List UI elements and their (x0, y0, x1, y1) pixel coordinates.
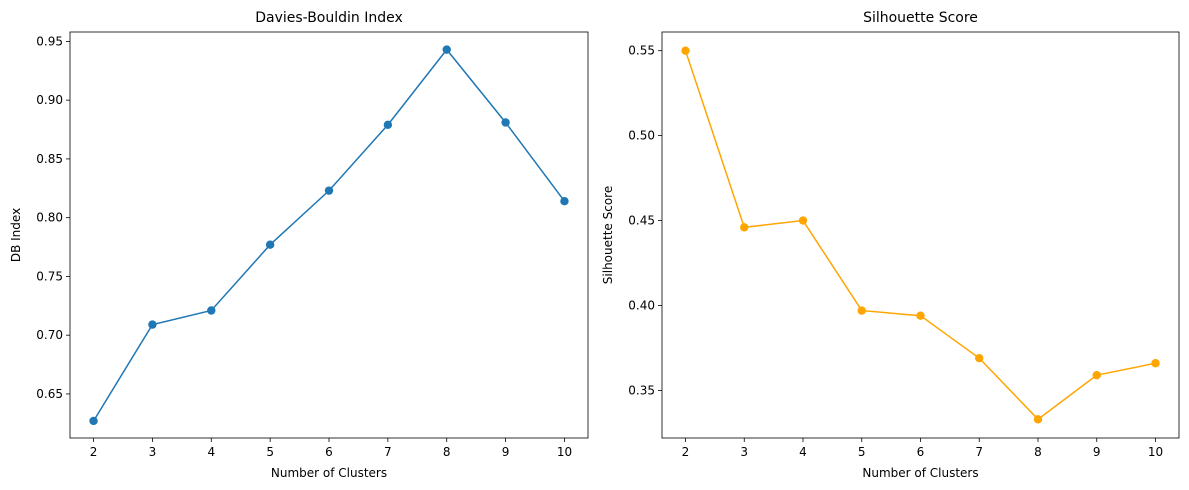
davies-bouldin-x-tick-label: 5 (266, 445, 274, 459)
silhouette-x-tick-label: 10 (1148, 445, 1163, 459)
silhouette-y-axis-label: Silhouette Score (601, 186, 615, 284)
davies-bouldin-data-point (501, 118, 510, 127)
davies-bouldin-y-tick-label: 0.95 (36, 34, 63, 48)
silhouette-x-tick-label: 3 (740, 445, 748, 459)
silhouette-chart-title: Silhouette Score (863, 10, 978, 26)
davies-bouldin-y-tick-label: 0.65 (36, 387, 63, 401)
davies-bouldin-data-point (442, 45, 451, 54)
davies-bouldin-y-tick-label: 0.75 (36, 269, 63, 283)
davies-bouldin-x-tick-label: 7 (384, 445, 392, 459)
silhouette-x-axis-label: Number of Clusters (862, 466, 978, 480)
davies-bouldin-data-point (89, 416, 98, 426)
davies-bouldin-y-tick-label: 0.80 (36, 211, 63, 225)
davies-bouldin-plot-frame (69, 31, 589, 439)
davies-bouldin-x-axis-label: Number of Clusters (271, 466, 387, 480)
davies-bouldin-x-tick-label: 6 (325, 445, 333, 459)
silhouette-data-point (1092, 370, 1101, 380)
silhouette-plot-frame (661, 31, 1180, 439)
silhouette-data-point (857, 306, 866, 315)
silhouette-x-tick-label: 4 (799, 445, 807, 459)
silhouette-y-tick-label: 0.45 (628, 214, 655, 228)
silhouette-x-tick-label: 9 (1093, 445, 1101, 459)
davies-bouldin-data-point (324, 186, 334, 195)
silhouette-data-point (916, 311, 925, 320)
silhouette-x-tick-label: 2 (682, 445, 690, 459)
chart-panel-silhouette: 2 3 4 5 6 7 8 9 10 0.35 0.40 0.45 0.50 0.55 Silhouette… (601, 10, 1180, 480)
davies-bouldin-data-point (207, 306, 216, 315)
silhouette-x-tick-label: 8 (1034, 445, 1042, 459)
silhouette-data-point (975, 353, 984, 363)
silhouette-data-point (1033, 415, 1043, 424)
silhouette-x-tick-label: 6 (917, 445, 925, 459)
davies-bouldin-x-tick-label: 10 (557, 445, 572, 459)
silhouette-data-point (740, 223, 749, 232)
silhouette-y-tick-label: 0.40 (628, 298, 655, 312)
davies-bouldin-x-tick-label: 4 (207, 445, 215, 459)
silhouette-data-point (798, 216, 808, 225)
silhouette-x-tick-label: 5 (858, 445, 866, 459)
davies-bouldin-data-point (148, 320, 157, 329)
silhouette-y-tick-label: 0.35 (628, 383, 655, 397)
chart-panel-davies-bouldin: 2 3 4 5 6 7 8 9 10 0.65 0.70 0.75 0.80 0.85 0.90 0.95 Da… (9, 10, 589, 480)
silhouette-y-tick-label: 0.55 (628, 44, 655, 58)
silhouette-data-point (681, 46, 690, 55)
davies-bouldin-x-tick-label: 9 (502, 445, 510, 459)
davies-bouldin-data-point (383, 120, 393, 130)
davies-bouldin-data-point (560, 197, 569, 206)
davies-bouldin-x-tick-label: 3 (149, 445, 157, 459)
davies-bouldin-y-tick-label: 0.90 (36, 93, 63, 107)
silhouette-y-tick-label: 0.50 (628, 129, 655, 143)
davies-bouldin-y-tick-label: 0.85 (36, 152, 63, 166)
davies-bouldin-x-tick-label: 2 (90, 445, 98, 459)
silhouette-x-tick-label: 7 (975, 445, 983, 459)
davies-bouldin-series-line (92, 48, 566, 422)
silhouette-data-point (1151, 359, 1160, 368)
davies-bouldin-y-tick-label: 0.70 (36, 328, 63, 342)
davies-bouldin-x-tick-label: 8 (443, 445, 451, 459)
davies-bouldin-chart-title: Davies-Bouldin Index (255, 10, 403, 26)
davies-bouldin-data-point (265, 240, 275, 249)
silhouette-series-line (684, 50, 1156, 421)
davies-bouldin-y-axis-label: DB Index (9, 208, 23, 262)
